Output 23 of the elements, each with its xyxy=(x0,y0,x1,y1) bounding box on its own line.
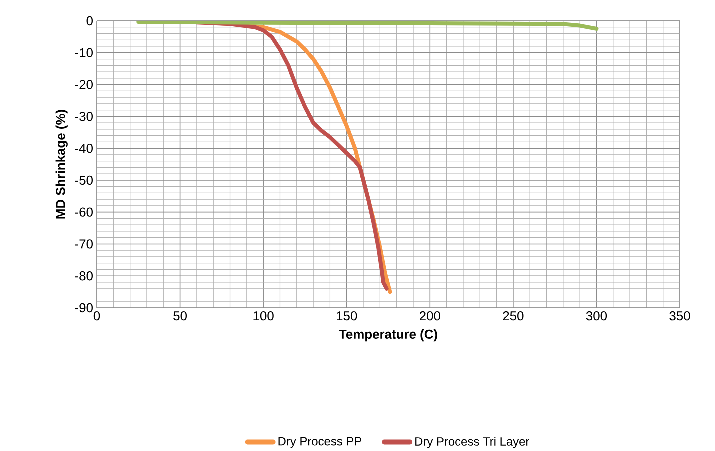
y-axis-title: MD Shrinkage (%) xyxy=(56,110,68,219)
x-tick-label: 0 xyxy=(94,311,100,321)
legend-label: Dry Process Tri Layer xyxy=(416,437,530,448)
x-tick-label: 200 xyxy=(420,311,440,321)
y-tick-label: -60 xyxy=(75,208,93,217)
y-tick-label: -10 xyxy=(75,48,93,58)
y-tick-label: -70 xyxy=(75,239,93,249)
y-tick-label: 0 xyxy=(86,16,93,26)
x-tick-label: 100 xyxy=(254,311,274,321)
y-tick-label: -50 xyxy=(75,176,93,185)
legend-label: Dry Process PP xyxy=(278,437,362,448)
x-tick-label: 50 xyxy=(174,311,187,321)
x-tick-label: 300 xyxy=(586,311,608,321)
y-tick-label: -30 xyxy=(75,112,93,122)
x-tick-label: 250 xyxy=(503,311,524,321)
y-tick-label: -20 xyxy=(75,80,93,90)
line-series xyxy=(136,20,599,31)
y-tick-label: -80 xyxy=(75,271,93,281)
x-tick-label: 150 xyxy=(337,311,358,321)
x-axis-title: Temperature (C) xyxy=(339,329,438,342)
y-tick-label: -90 xyxy=(75,303,93,312)
x-tick-label: 350 xyxy=(670,311,690,321)
y-tick-label: -40 xyxy=(75,144,93,153)
